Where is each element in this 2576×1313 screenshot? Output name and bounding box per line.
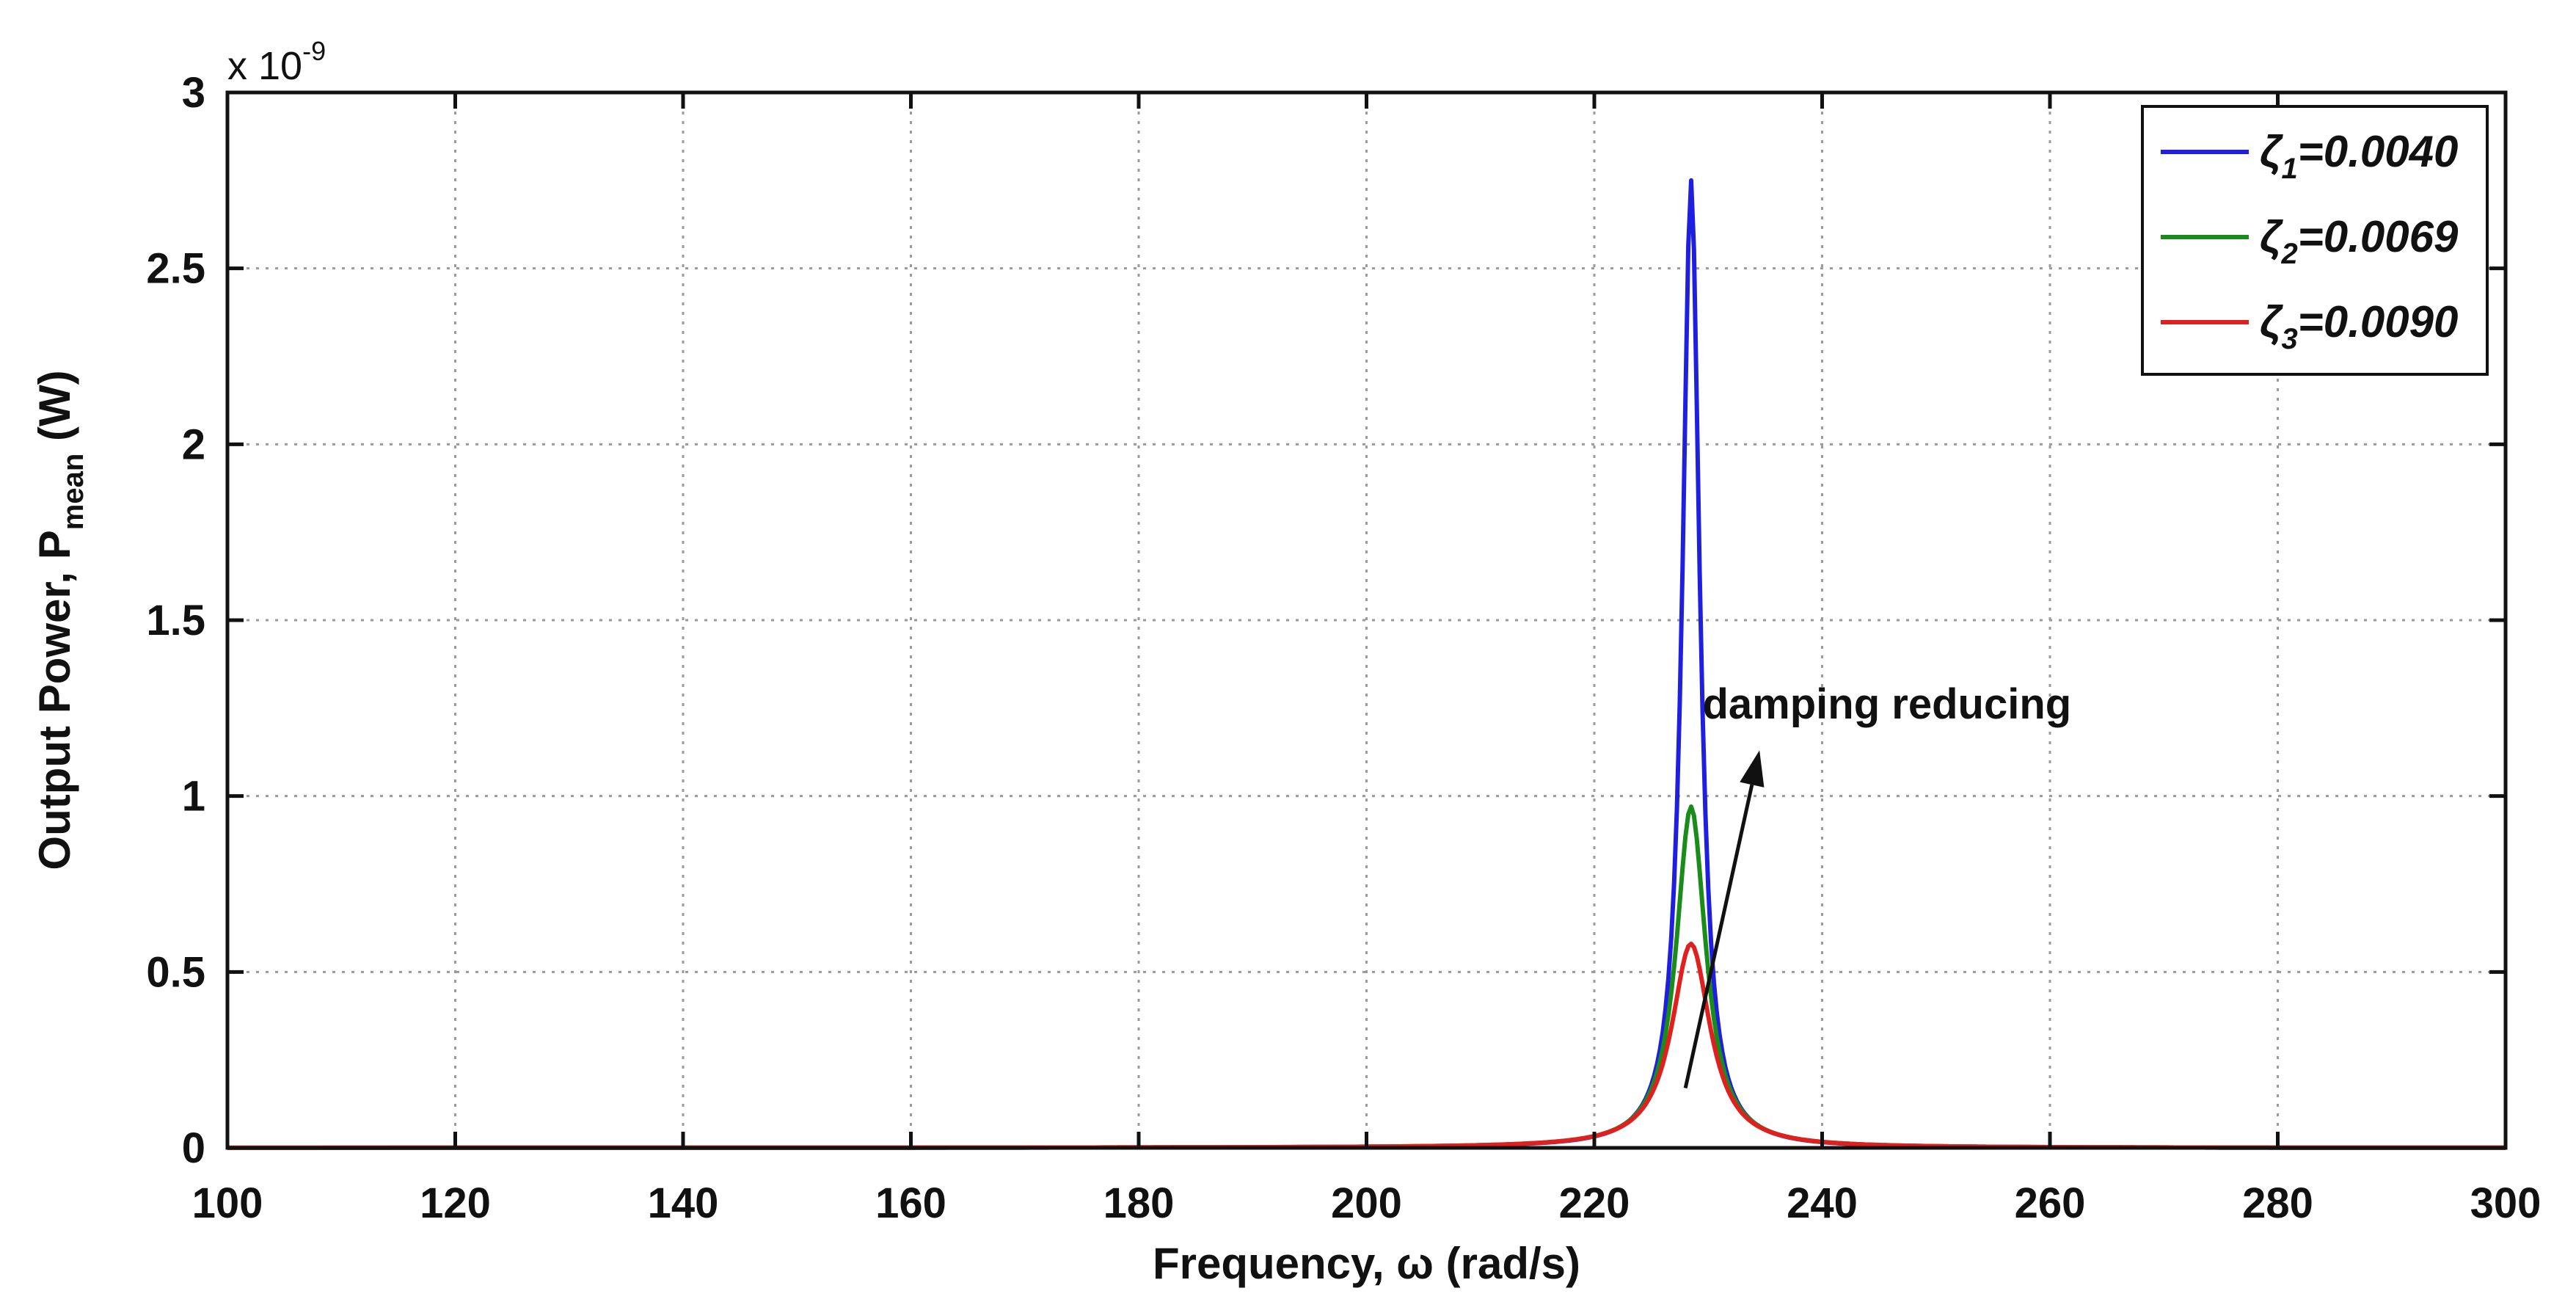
y-tick-label: 3 <box>182 69 205 117</box>
tick-marks <box>225 90 2508 1150</box>
annotation-arrowhead <box>1740 750 1765 788</box>
y-axis-label: Output Power, Pmean (W) <box>30 370 90 870</box>
x-tick-label: 100 <box>192 1179 263 1227</box>
legend-item-2: ζ2=0.0069 <box>2161 212 2459 270</box>
y-tick-label: 2 <box>182 421 205 468</box>
y-tick-label: 0 <box>182 1124 205 1172</box>
y-exponent-label: x 10-9 <box>227 36 326 88</box>
x-tick-label: 120 <box>420 1179 491 1227</box>
x-tick-label: 220 <box>1559 1179 1630 1227</box>
legend: ζ1=0.0040 ζ2=0.0069 ζ3=0.0090 <box>2141 105 2489 376</box>
y-tick-label: 0.5 <box>146 948 205 996</box>
damping-annotation: damping reducing <box>1683 680 2071 1089</box>
grid <box>227 92 2506 1148</box>
annotation-arrow <box>1683 784 1754 1089</box>
x-tick-label: 240 <box>1787 1179 1858 1227</box>
y-tick-label: 1.5 <box>146 597 205 644</box>
x-tick-label: 300 <box>2470 1179 2542 1227</box>
legend-label: ζ1=0.0040 <box>2260 127 2458 185</box>
legend-item-1: ζ1=0.0040 <box>2161 127 2458 185</box>
y-tick-label: 1 <box>182 773 205 821</box>
y-tick-labels: 0 0.5 1 1.5 2 2.5 3 <box>146 69 205 1172</box>
annotation-text: damping reducing <box>1702 680 2071 728</box>
legend-item-3: ζ3=0.0090 <box>2161 297 2458 355</box>
x-tick-label: 280 <box>2242 1179 2313 1227</box>
legend-label: ζ2=0.0069 <box>2260 212 2459 270</box>
x-tick-label: 140 <box>648 1179 719 1227</box>
y-tick-label: 2.5 <box>146 245 205 293</box>
x-tick-label: 180 <box>1103 1179 1175 1227</box>
x-tick-labels: 100 120 140 160 180 200 220 240 260 280 300 <box>192 1179 2542 1227</box>
x-axis-label: Frequency, ω (rad/s) <box>1153 1239 1580 1288</box>
x-tick-label: 200 <box>1331 1179 1402 1227</box>
x-tick-label: 260 <box>2015 1179 2086 1227</box>
legend-label: ζ3=0.0090 <box>2260 297 2458 355</box>
x-tick-label: 160 <box>875 1179 946 1227</box>
